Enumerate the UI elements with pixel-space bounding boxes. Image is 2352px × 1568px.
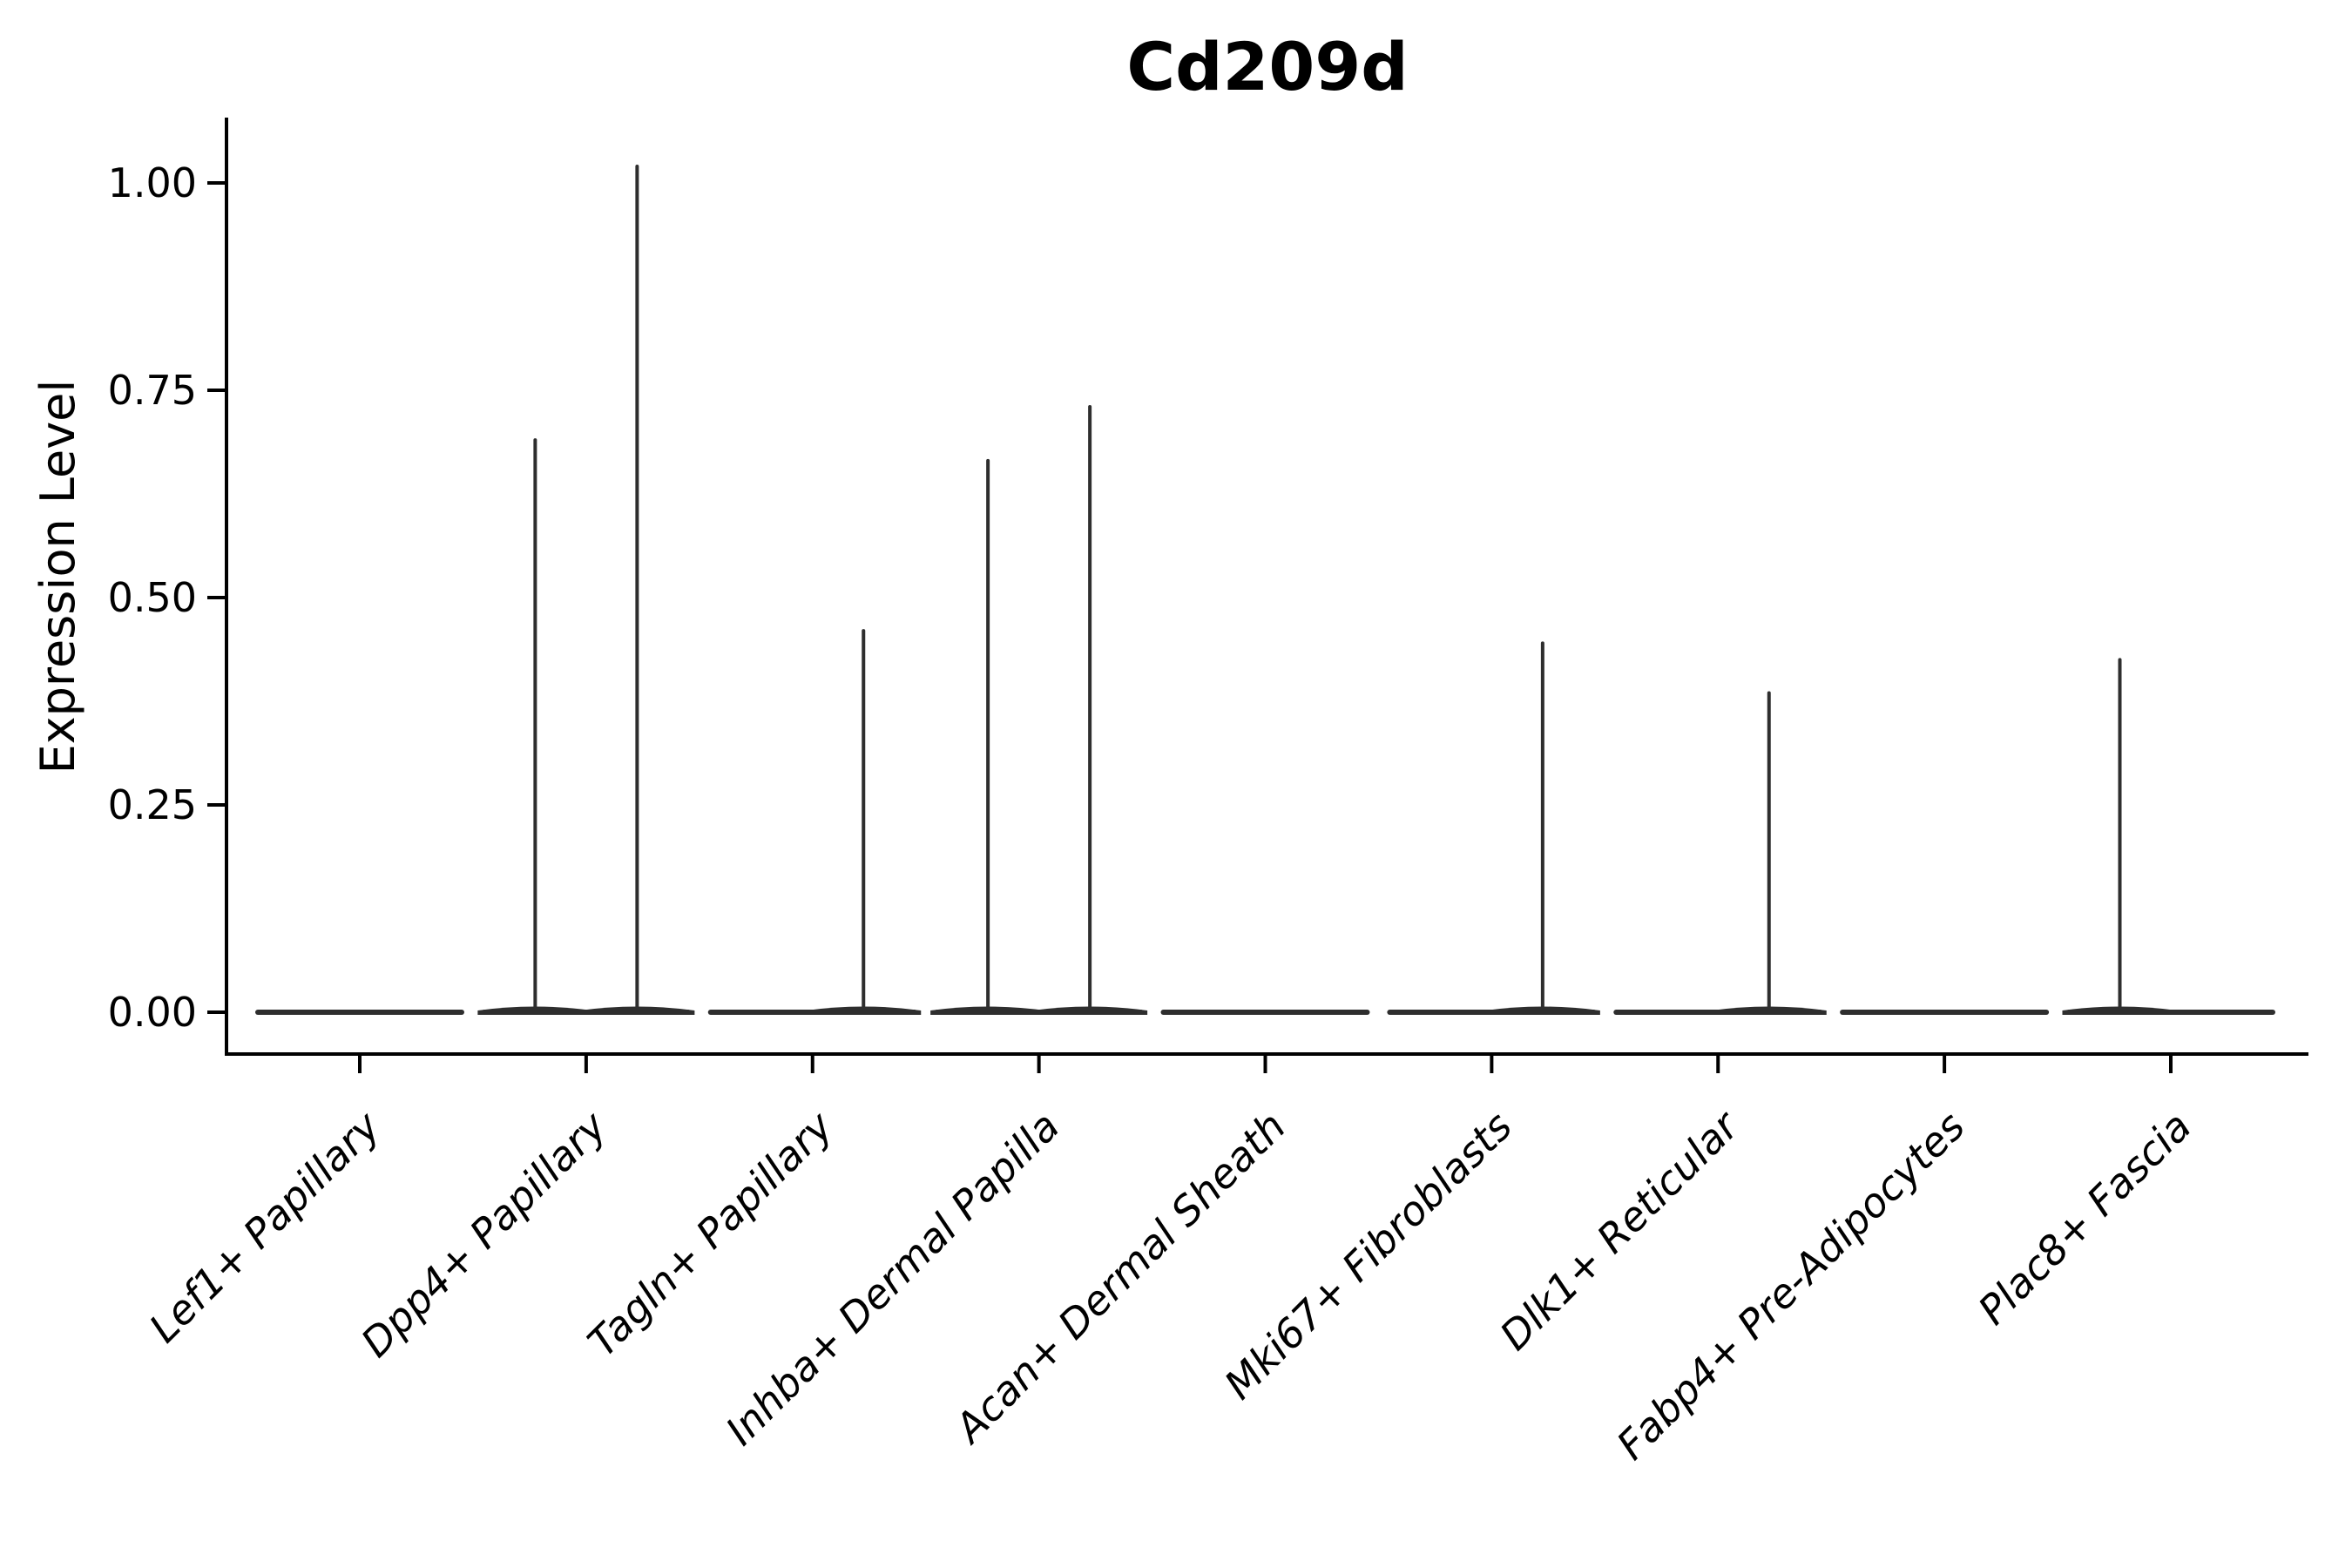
violin-body-zero [1840, 1010, 2050, 1015]
y-axis-ticks: 0.00 0.25 0.50 0.75 1.00 [108, 159, 226, 1036]
violin-body-zero [707, 1010, 917, 1015]
y-tick-label: 0.75 [108, 367, 197, 414]
violin-body-zero [1613, 1010, 1823, 1015]
y-tick-label: 0.25 [108, 781, 197, 828]
y-axis-label: Expression Level [30, 380, 85, 774]
violins-layer [255, 164, 2275, 1015]
violin-body-zero [934, 1010, 1144, 1015]
violin-inhba-dermal-papilla [930, 405, 1148, 1015]
violin-fabp4-pre-adipocytes [1840, 1010, 2050, 1015]
violin-body-zero [2066, 1010, 2275, 1015]
violin-body-zero [255, 1010, 464, 1015]
violin-lef1-papillary [255, 1010, 464, 1015]
violin-tagln-papillary [707, 629, 922, 1015]
violin-body-zero [1387, 1010, 1597, 1015]
violin-body-zero [481, 1010, 691, 1015]
violin-dlk1-reticular [1613, 691, 1827, 1015]
violin-body-zero [1160, 1010, 1370, 1015]
violin-dpp4-papillary [477, 164, 695, 1015]
violin-plac8-fascia [2062, 658, 2275, 1015]
violin-mki67-fibroblasts [1387, 641, 1600, 1015]
y-tick-label: 0.00 [108, 989, 197, 1036]
y-tick-label: 0.50 [108, 574, 197, 621]
violin-acan-dermal-sheath [1160, 1010, 1370, 1015]
chart-title: Cd209d [1126, 28, 1408, 105]
y-tick-label: 1.00 [108, 159, 197, 206]
